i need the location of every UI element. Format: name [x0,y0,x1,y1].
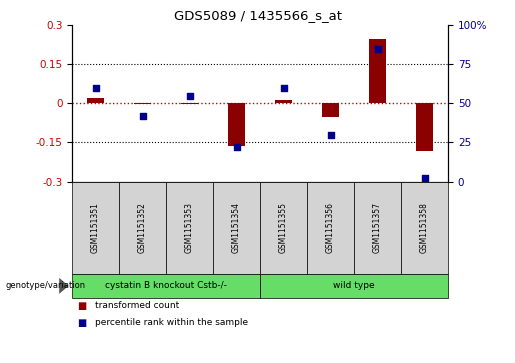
Point [92,85,100,91]
Text: GSM1151352: GSM1151352 [138,202,147,253]
Text: GSM1151353: GSM1151353 [185,202,194,253]
Bar [228,103,245,146]
Text: ■: ■ [77,301,87,311]
Text: GSM1151356: GSM1151356 [326,202,335,253]
Text: GSM1151357: GSM1151357 [373,202,382,253]
Text: GSM1151354: GSM1151354 [232,202,241,253]
Text: wild type: wild type [333,281,375,290]
Text: GDS5089 / 1435566_s_at: GDS5089 / 1435566_s_at [174,9,341,22]
Text: GSM1151358: GSM1151358 [420,202,429,253]
Point [373,46,382,52]
Point [139,113,147,119]
Text: cystatin B knockout Cstb-/-: cystatin B knockout Cstb-/- [105,281,227,290]
Text: GSM1151355: GSM1151355 [279,202,288,253]
Bar [134,103,151,104]
Bar [88,98,104,103]
Text: percentile rank within the sample: percentile rank within the sample [95,318,248,327]
Point [185,93,194,99]
Text: genotype/variation: genotype/variation [5,281,85,290]
Polygon shape [59,278,68,294]
Bar [322,103,339,117]
Point [327,132,335,138]
Point [280,85,288,91]
Bar [416,103,433,151]
Text: transformed count: transformed count [95,301,180,310]
Bar [276,100,292,103]
Bar [369,39,386,103]
Text: GSM1151351: GSM1151351 [91,202,100,253]
Point [420,175,428,181]
Bar [181,103,198,104]
Point [232,144,241,150]
Text: ■: ■ [77,318,87,328]
